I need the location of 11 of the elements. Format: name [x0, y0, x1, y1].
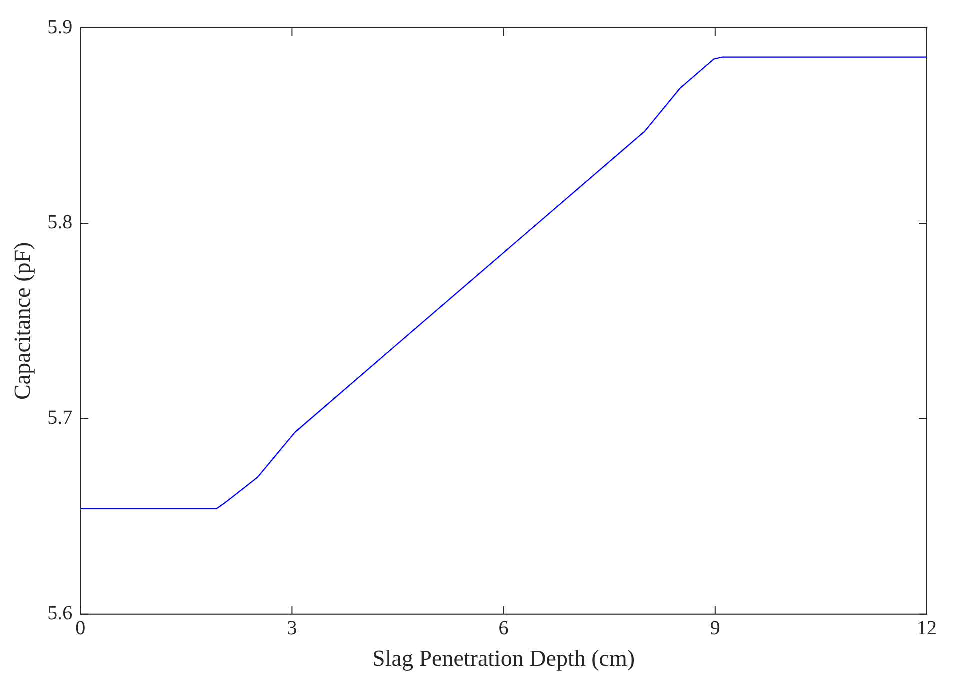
- x-tick-label: 9: [710, 618, 720, 640]
- y-tick-label: 5.7: [48, 407, 73, 430]
- y-tick-label: 5.6: [48, 602, 73, 625]
- x-tick-label: 6: [498, 618, 509, 640]
- y-tick-label: 5.9: [48, 16, 73, 38]
- y-tick-label: 5.8: [48, 212, 73, 234]
- x-axis-title: Slag Penetration Depth (cm): [372, 646, 636, 672]
- y-axis-title: Capacitance (pF): [10, 242, 35, 400]
- x-tick-label: 0: [76, 618, 86, 640]
- x-tick-label: 12: [917, 618, 937, 640]
- x-tick-label: 3: [287, 618, 298, 640]
